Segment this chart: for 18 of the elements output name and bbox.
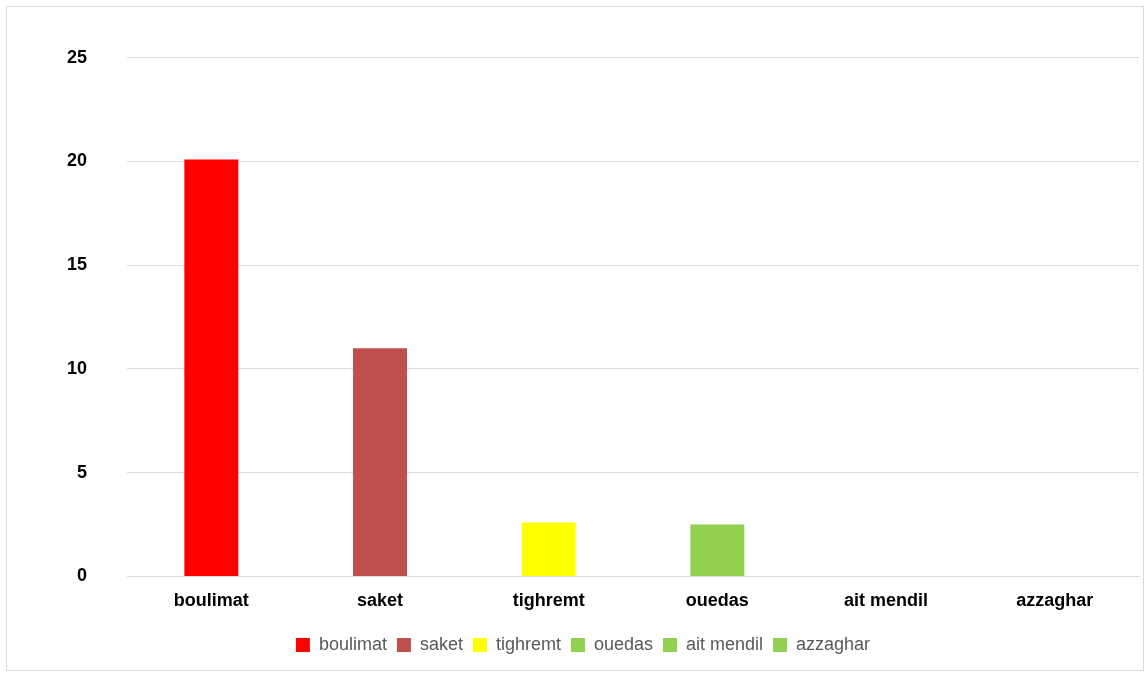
y-tick-label: 5 [77,461,88,482]
x-tick-label: azzaghar [1016,590,1094,611]
x-tick-label: boulimat [173,590,249,611]
x-tick-label: tighremt [512,590,585,611]
y-tick-label: 15 [66,254,88,275]
legend-label: ouedas [593,633,654,654]
legend-label: boulimat [318,633,387,654]
legend-label: saket [419,633,463,654]
y-tick-label: 25 [66,46,88,67]
x-tick-label: ait mendil [844,590,929,611]
legend-label: azzaghar [796,633,871,654]
x-tick-label: saket [356,590,404,611]
y-tick-label: 10 [66,357,88,378]
y-tick-label: 20 [66,150,88,171]
legend-label: tighremt [495,633,561,654]
legend-label: ait mendil [686,633,764,654]
y-tick-label: 0 [77,565,88,586]
x-tick-label: ouedas [685,590,749,611]
